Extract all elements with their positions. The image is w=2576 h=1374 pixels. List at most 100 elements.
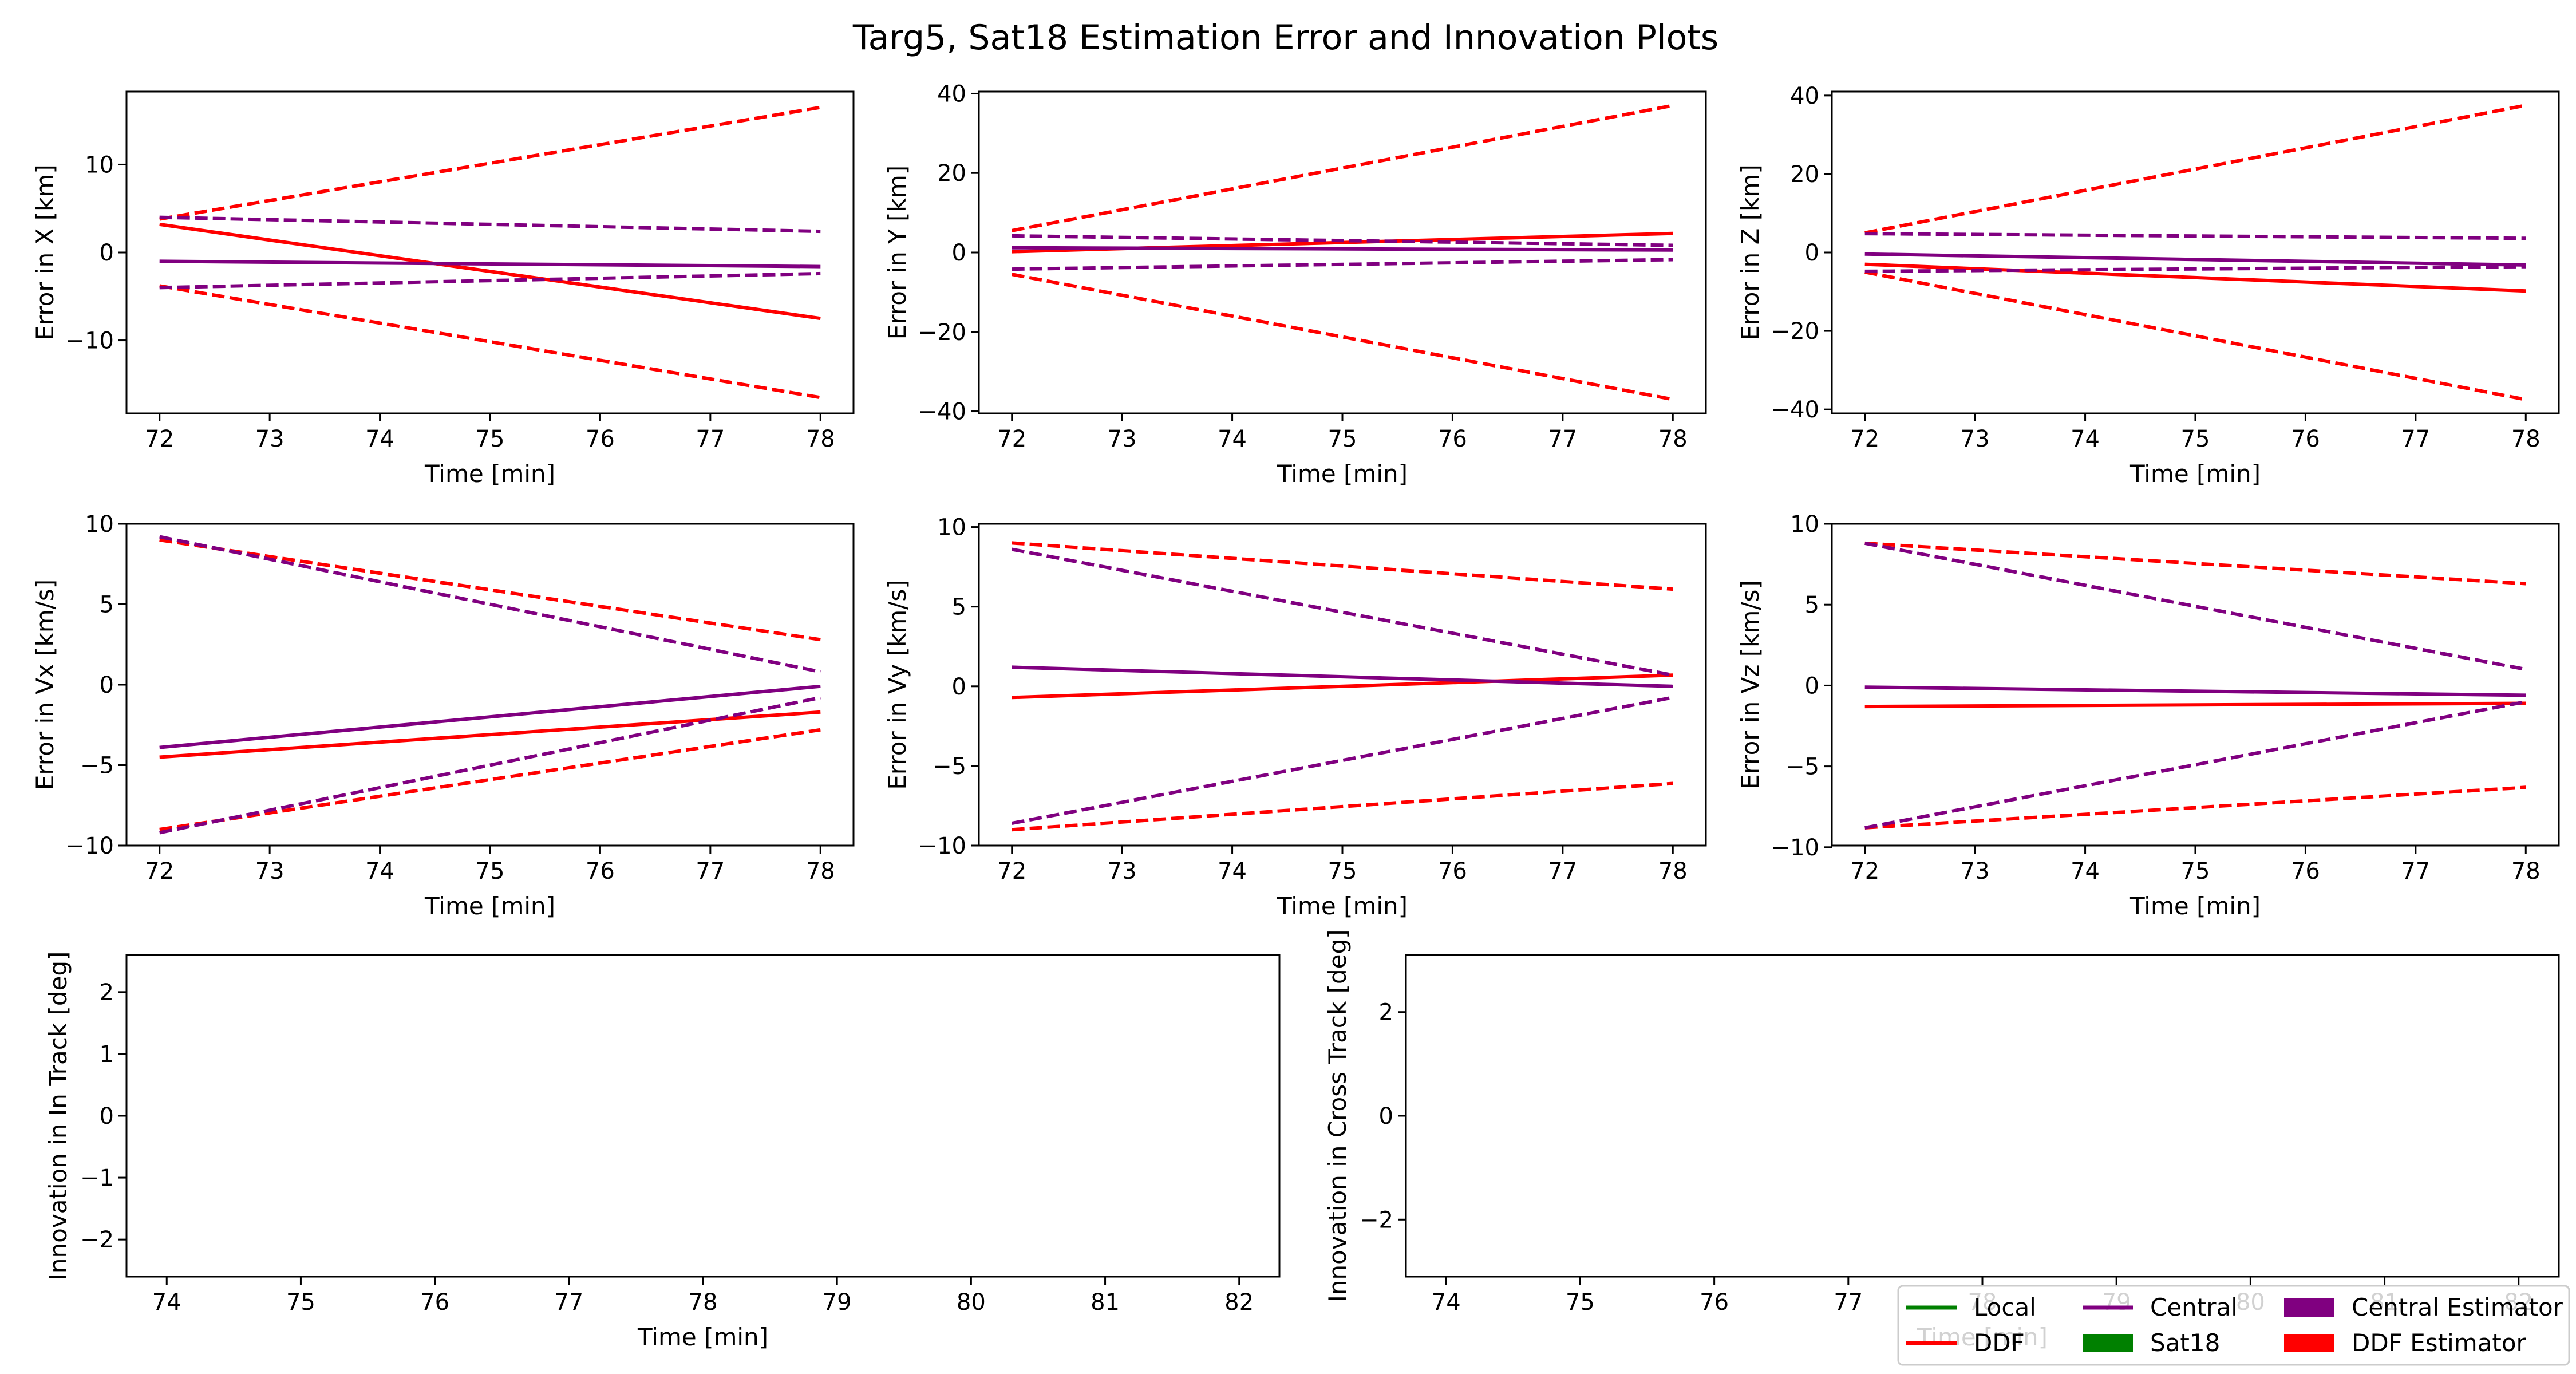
y-tick-label: 0 (100, 672, 114, 698)
series-line-error-4 (159, 259, 821, 269)
subplot-5: 72 73 74 75 76 77 78 −10 −5 0 5 10 Time [min] Error i… (883, 515, 1707, 920)
y-axis-label: Error in X [km] (31, 164, 59, 341)
x-tick-label: 75 (476, 426, 505, 452)
series-line-error-4 (1864, 685, 2526, 697)
series-line-bound-6 (159, 271, 821, 290)
series-group (159, 535, 821, 835)
x-tick-label: 74 (1218, 426, 1247, 452)
y-tick-label: 10 (937, 515, 966, 541)
x-tick-label: 82 (1224, 1289, 1254, 1316)
series-group (1864, 104, 2526, 401)
series-line-bound-3 (1012, 273, 1673, 401)
series-line-bound-5 (1864, 541, 2526, 672)
x-tick-label: 77 (2401, 426, 2430, 452)
y-axis-label: Error in Vx [km/s] (31, 579, 59, 790)
series-line-bound-5 (159, 215, 821, 234)
x-tick-label: 75 (2181, 858, 2210, 885)
y-tick-label: 10 (1790, 511, 1819, 538)
y-tick-label: −10 (66, 833, 114, 859)
x-tick-label: 78 (1658, 858, 1688, 885)
x-tick-label: 75 (2181, 426, 2210, 452)
x-tick-label: 76 (420, 1289, 449, 1316)
x-tick-label: 77 (696, 426, 725, 452)
y-tick-label: 10 (85, 152, 114, 178)
y-tick-label: −10 (1771, 835, 1819, 861)
subplot-7: 74 75 76 77 78 79 80 81 82 −2 −1 0 1 2 Time [min] Innov… (44, 951, 1281, 1351)
legend-label: Central Estimator (2352, 1293, 2563, 1321)
x-tick-label: 74 (1432, 1289, 1461, 1316)
y-tick-label: 0 (1379, 1103, 1393, 1130)
series-line-error-4 (159, 684, 821, 749)
x-tick-label: 78 (806, 858, 835, 885)
legend-label: DDF Estimator (2352, 1329, 2527, 1357)
x-tick-label: 73 (1961, 426, 1990, 452)
x-tick-label: 72 (1850, 858, 1879, 885)
x-tick-label: 78 (1658, 426, 1688, 452)
y-tick-label: 5 (952, 594, 966, 621)
series-group (1012, 104, 1673, 401)
series-line-bound-2 (1012, 104, 1673, 232)
series-line-bound-5 (1012, 234, 1673, 247)
legend-label: Sat18 (2150, 1329, 2220, 1357)
y-axis-label: Error in Vz [km/s] (1736, 580, 1764, 789)
x-tick-label: 72 (1850, 426, 1879, 452)
y-tick-label: −2 (1360, 1207, 1393, 1233)
x-tick-label: 77 (554, 1289, 583, 1316)
y-tick-label: 2 (1379, 1000, 1393, 1026)
series-line-error-4 (1012, 246, 1673, 252)
series-line-bound-3 (1864, 270, 2526, 401)
series-line-bound-6 (1864, 264, 2526, 273)
y-tick-label: 2 (100, 980, 114, 1006)
x-tick-label: 75 (286, 1289, 315, 1316)
y-tick-label: 10 (85, 511, 114, 538)
x-tick-label: 77 (696, 858, 725, 885)
x-axis-label: Time [min] (1277, 892, 1408, 920)
x-tick-label: 76 (586, 426, 615, 452)
x-tick-label: 80 (957, 1289, 986, 1316)
x-tick-label: 76 (1438, 858, 1467, 885)
series-line-bound-3 (159, 728, 821, 831)
series-line-bound-2 (1012, 541, 1673, 591)
x-tick-label: 76 (586, 858, 615, 885)
legend-label: Local (1974, 1293, 2036, 1321)
series-line-bound-2 (159, 538, 821, 642)
x-tick-label: 77 (1548, 858, 1577, 885)
y-tick-label: −2 (80, 1227, 114, 1253)
series-line-bound-3 (159, 284, 821, 400)
x-tick-label: 72 (997, 426, 1026, 452)
series-line-error-1 (1864, 262, 2526, 293)
series-line-error-1 (159, 222, 821, 321)
x-tick-label: 73 (1108, 858, 1137, 885)
x-tick-label: 73 (255, 426, 285, 452)
series-line-error-4 (1864, 252, 2526, 267)
legend-box (1897, 1285, 2570, 1366)
x-axis-label: Time [min] (424, 892, 555, 920)
x-tick-label: 78 (2511, 858, 2541, 885)
x-tick-label: 74 (152, 1289, 181, 1316)
y-tick-label: 20 (1790, 161, 1819, 188)
y-tick-label: 40 (1790, 83, 1819, 109)
x-tick-label: 73 (1108, 426, 1137, 452)
x-tick-label: 75 (1328, 858, 1357, 885)
y-tick-label: −5 (1785, 754, 1819, 780)
x-tick-label: 72 (145, 426, 174, 452)
series-line-bound-2 (1864, 104, 2526, 235)
x-tick-label: 74 (365, 426, 394, 452)
y-axis-label: Innovation in Cross Track [deg] (1323, 929, 1352, 1302)
legend-patch-swatch (2284, 1298, 2334, 1317)
y-tick-label: 1 (100, 1041, 114, 1068)
subplot-1: 72 73 74 75 76 77 78 −10 0 10 Time [min] Error in X… (31, 90, 855, 488)
subplot-2: 72 73 74 75 76 77 78 −40 −20 0 20 40 Time [min] Error… (883, 81, 1707, 488)
x-tick-label: 78 (689, 1289, 718, 1316)
x-tick-label: 76 (2291, 858, 2320, 885)
x-tick-label: 72 (997, 858, 1026, 885)
series-line-bound-6 (1012, 696, 1673, 825)
legend: Local DDF Central Sat18 Central Estimator DDF… (1897, 1285, 2570, 1366)
x-axis-label: Time [min] (424, 460, 555, 488)
subplot-6: 72 73 74 75 76 77 78 −10 −5 0 5 10 Time [min] Error i… (1736, 511, 2560, 920)
y-tick-label: 0 (100, 1103, 114, 1130)
subplot-4: 72 73 74 75 76 77 78 −10 −5 0 5 10 Time [min] Error i… (31, 511, 855, 920)
y-tick-label: 20 (937, 160, 966, 187)
series-line-bound-5 (1864, 232, 2526, 240)
